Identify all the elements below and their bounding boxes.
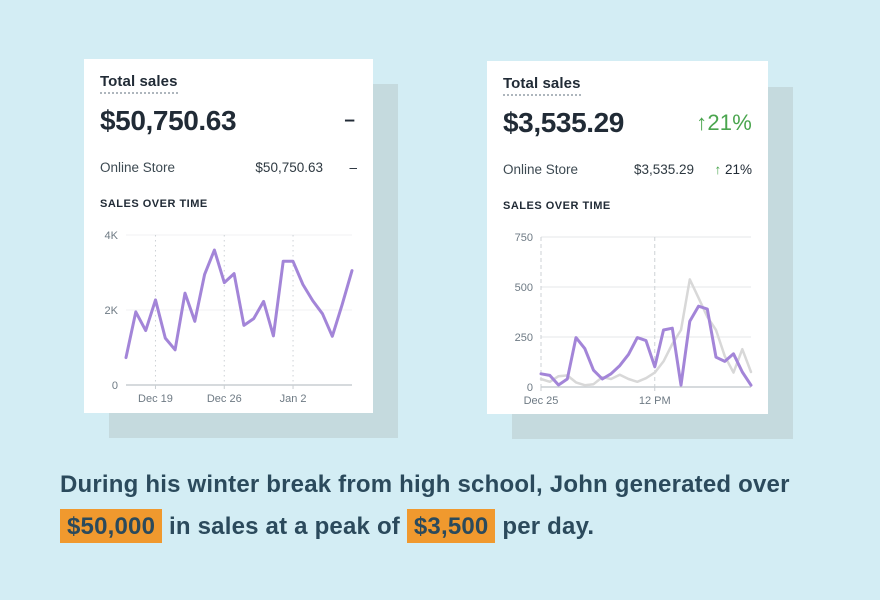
sales-over-time-heading: SALES OVER TIME [503,200,611,212]
channel-trend-dash: – [349,160,357,175]
trend-up-icon: ↑ [714,162,722,177]
metric-title-link[interactable]: Total sales [503,75,581,96]
svg-text:250: 250 [515,332,533,344]
sales-over-time-chart-hourly: 0 250 500 750 Dec 25 12 PM [493,227,761,413]
svg-text:4K: 4K [105,230,119,242]
sales-over-time-heading: SALES OVER TIME [100,198,208,210]
channel-amount: $3,535.29 [633,162,694,177]
channel-breakdown-row: Online Store $50,750.63 – [100,160,357,175]
channel-label: Online Store [100,160,176,175]
svg-text:12 PM: 12 PM [639,395,671,407]
total-sales-card-day: Total sales $3,535.29 ↑21% Online Store … [487,61,768,414]
trend-neutral-dash: – [344,110,355,131]
trend-up-icon: ↑ [696,110,708,135]
total-sales-amount: $3,535.29 [503,107,624,138]
caption-text: in sales at a peak of [162,513,407,540]
caption-text: per day. [495,513,595,540]
channel-breakdown-row: Online Store $3,535.29 ↑ 21% [503,162,752,177]
trend-up-badge: ↑21% [696,110,752,136]
svg-text:Dec 25: Dec 25 [524,395,559,407]
svg-text:750: 750 [515,232,533,244]
total-sales-amount: $50,750.63 [100,105,237,136]
svg-text:500: 500 [515,282,533,294]
trend-percent: 21% [707,110,752,135]
highlighted-figure: $3,500 [406,509,496,543]
channel-trend: ↑ 21% [694,162,752,177]
caption-line-2: $50,000 in sales at a peak of $3,500 per… [60,506,850,548]
highlighted-figure: $50,000 [60,509,163,543]
total-sales-card-period: Total sales $50,750.63 – Online Store $5… [84,59,373,413]
metric-title-link[interactable]: Total sales [100,73,178,94]
total-row: $50,750.63 – [100,105,357,137]
svg-text:2K: 2K [105,305,119,317]
channel-amount: $50,750.63 [255,160,323,175]
sales-over-time-chart-weekly: 0 2K 4K Dec 19 Dec 26 Jan 2 [90,225,362,411]
svg-text:Dec 26: Dec 26 [207,393,242,405]
svg-text:Jan 2: Jan 2 [280,393,307,405]
caption-line-1: During his winter break from high school… [60,471,790,498]
svg-text:0: 0 [112,380,118,392]
caption-block: During his winter break from high school… [60,464,850,548]
channel-label: Online Store [503,162,579,177]
svg-text:Dec 19: Dec 19 [138,393,173,405]
trend-percent: 21% [724,162,752,177]
svg-text:0: 0 [527,382,533,394]
total-row: $3,535.29 ↑21% [503,107,752,139]
